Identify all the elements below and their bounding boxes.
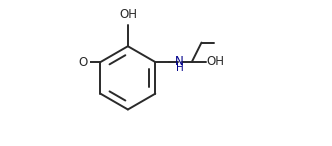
Text: O: O [79, 55, 88, 69]
Text: N: N [175, 55, 184, 68]
Text: H: H [176, 63, 184, 73]
Text: OH: OH [207, 55, 224, 68]
Text: OH: OH [119, 8, 137, 21]
